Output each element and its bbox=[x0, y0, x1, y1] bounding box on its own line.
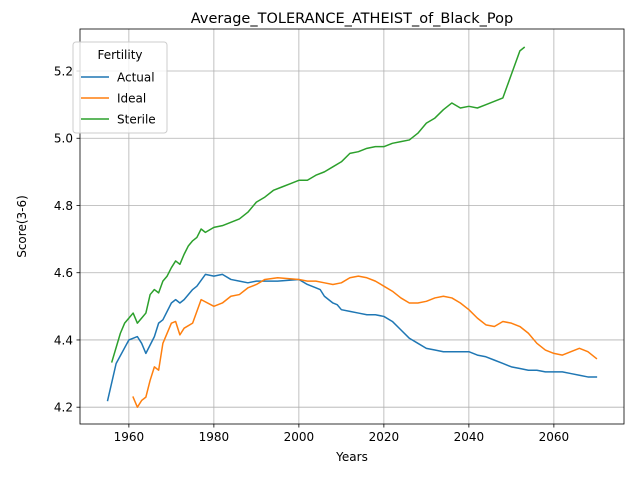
series-line-actual bbox=[106, 273, 598, 402]
legend-label-ideal: Ideal bbox=[117, 91, 146, 105]
plot-frame bbox=[79, 28, 625, 425]
y-tick-label: 4.4 bbox=[54, 333, 73, 347]
axis-ticks: 1960 1980 2000 2020 2040 2060 4.2 4.4 4.6 4.8 5.0 5… bbox=[54, 64, 569, 444]
legend-label-actual: Actual bbox=[117, 70, 155, 84]
y-tick-label: 5.0 bbox=[54, 132, 73, 146]
y-tick-label: 4.6 bbox=[54, 266, 73, 280]
series-layer bbox=[106, 46, 598, 408]
y-tick-label: 4.8 bbox=[54, 199, 73, 213]
legend: Fertility Actual Ideal Sterile bbox=[72, 41, 168, 134]
grid-lines bbox=[80, 29, 624, 424]
x-tick-label: 2060 bbox=[539, 430, 570, 444]
x-tick-label: 2000 bbox=[284, 430, 315, 444]
legend-title: Fertility bbox=[97, 48, 142, 62]
series-line-ideal bbox=[132, 275, 598, 408]
series-line-sterile bbox=[110, 46, 526, 363]
legend-label-sterile: Sterile bbox=[117, 112, 156, 126]
x-axis-label: Years bbox=[335, 450, 368, 464]
y-tick-label: 4.2 bbox=[54, 400, 73, 414]
x-tick-label: 1980 bbox=[199, 430, 230, 444]
x-tick-label: 2040 bbox=[454, 430, 485, 444]
legend-box bbox=[72, 41, 168, 134]
y-tick-label: 5.2 bbox=[54, 64, 73, 78]
chart-title: Average_TOLERANCE_ATHEIST_of_Black_Pop bbox=[191, 11, 513, 27]
y-axis-label: Score(3-6) bbox=[15, 195, 29, 258]
x-tick-label: 2020 bbox=[369, 430, 400, 444]
x-tick-label: 1960 bbox=[114, 430, 145, 444]
